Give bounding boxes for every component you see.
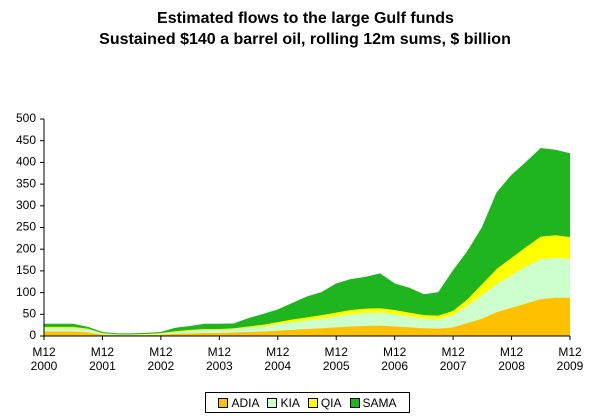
x-tick-label: M12 2001 (89, 345, 116, 373)
legend: ADIA KIA QIA SAMA (205, 392, 410, 413)
legend-swatch (307, 397, 318, 408)
y-tick-label: 500 (16, 111, 36, 125)
x-tick-label: M12 2003 (205, 345, 233, 373)
legend-item: ADIA (218, 396, 259, 410)
x-tick-label: M12 2000 (30, 345, 58, 373)
x-tick-label: M12 2004 (264, 345, 292, 373)
y-tick-label: 450 (16, 133, 36, 147)
x-tick-label: M12 2005 (322, 345, 350, 373)
x-tick-label: M12 2008 (498, 345, 525, 373)
chart-subtitle: Sustained $140 a barrel oil, rolling 12m… (99, 31, 511, 48)
y-tick-label: 0 (29, 328, 36, 342)
area-top (44, 147, 571, 335)
y-tick-label: 150 (16, 263, 36, 277)
x-tick-label: M12 2009 (556, 345, 584, 373)
legend-label: SAMA (362, 395, 397, 410)
y-tick-label: 200 (16, 241, 36, 255)
y-tick-label: 250 (16, 220, 36, 234)
area-fill (44, 297, 570, 336)
legend-item: SAMA (349, 395, 397, 410)
legend-label: ADIA (231, 395, 260, 410)
legend-label: QIA (320, 395, 342, 410)
y-tick-label: 350 (16, 176, 36, 190)
legend-item: KIA (267, 395, 300, 410)
x-tick-label: M12 2006 (381, 345, 408, 373)
legend-swatch (267, 397, 278, 408)
legend-swatch (349, 397, 360, 408)
legend-item: QIA (307, 395, 342, 410)
y-tick-label: 400 (16, 155, 36, 169)
x-tick-label: M12 2007 (439, 345, 467, 373)
x-tick-label: M12 2002 (147, 345, 175, 373)
y-tick-label: 100 (16, 285, 36, 299)
legend-swatch (218, 397, 229, 408)
y-tick-label: 300 (16, 198, 36, 212)
chart-title: Estimated flows to the large Gulf funds (157, 10, 454, 27)
y-tick-label: 50 (23, 306, 37, 320)
legend-label: KIA (280, 395, 300, 410)
